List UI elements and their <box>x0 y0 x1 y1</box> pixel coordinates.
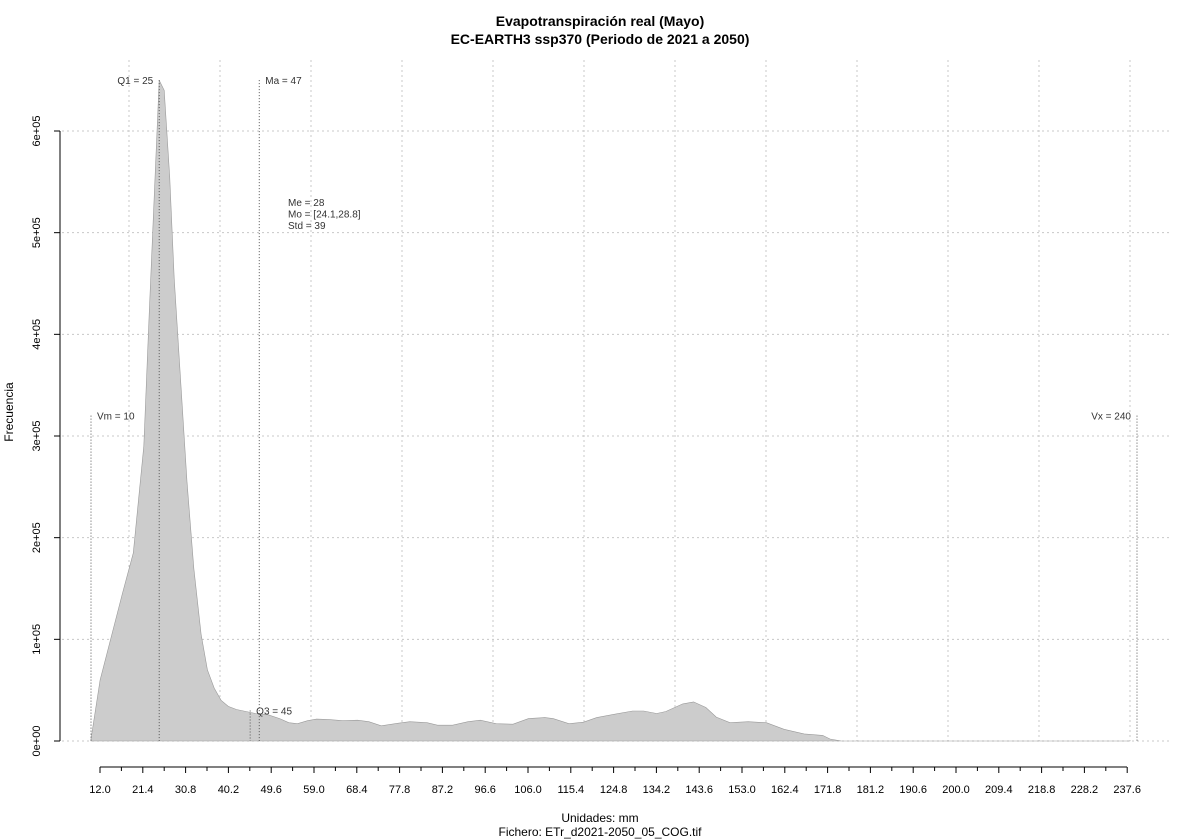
x-tick-label: 218.8 <box>1028 784 1056 796</box>
y-tick-label: 5e+05 <box>31 217 43 248</box>
reference-lines <box>90 80 1138 741</box>
file-label: Fichero: ETr_d2021-2050_05_COG.tif <box>498 825 702 839</box>
x-tick-label: 106.0 <box>514 784 542 796</box>
x-tick-label: 171.8 <box>814 784 842 796</box>
x-tick-label: 162.4 <box>771 784 799 796</box>
x-tick-label: 49.6 <box>260 784 281 796</box>
y-tick-label: 4e+05 <box>31 319 43 350</box>
x-tick-label: 12.0 <box>89 784 110 796</box>
chart-title: Evapotranspiración real (Mayo) <box>495 13 705 29</box>
x-tick-label: 181.2 <box>857 784 885 796</box>
x-tick-label: 40.2 <box>218 784 239 796</box>
reference-line-label: Vx = 240 <box>1091 412 1131 423</box>
x-tick-label: 209.4 <box>985 784 1013 796</box>
x-axis-label: Unidades: mm <box>561 811 639 825</box>
stat-label: Mo = [24.1,28.8] <box>288 210 361 221</box>
x-tick-label: 59.0 <box>303 784 324 796</box>
stat-label: Me = 28 <box>288 198 325 209</box>
annotations: Vm = 10 Q1 = 25 Q3 = 45 Ma = 47 Vx = 240 Me =… <box>97 76 1131 717</box>
x-tick-label: 96.6 <box>474 784 495 796</box>
x-tick-label: 77.8 <box>389 784 410 796</box>
x-tick-label: 153.0 <box>728 784 756 796</box>
reference-line-label: Q3 = 45 <box>256 707 292 718</box>
reference-line-label: Vm = 10 <box>97 412 135 423</box>
x-tick-label: 190.6 <box>899 784 927 796</box>
y-tick-label: 6e+05 <box>31 116 43 147</box>
grid <box>62 60 1170 742</box>
y-tick-label: 3e+05 <box>31 421 43 452</box>
x-tick-label: 200.0 <box>942 784 970 796</box>
density-area <box>90 80 1131 742</box>
x-tick-label: 237.6 <box>1113 784 1141 796</box>
x-tick-label: 228.2 <box>1071 784 1099 796</box>
y-tick-label: 1e+05 <box>31 624 43 655</box>
x-tick-label: 115.4 <box>557 784 584 796</box>
reference-line-label: Q1 = 25 <box>117 76 153 87</box>
x-tick-label: 134.2 <box>643 784 671 796</box>
x-tick-label: 30.8 <box>175 784 196 796</box>
y-tick-label: 2e+05 <box>31 522 43 553</box>
x-tick-label: 143.6 <box>685 784 713 796</box>
x-tick-label: 21.4 <box>132 784 153 796</box>
chart-subtitle: EC-EARTH3 ssp370 (Periodo de 2021 a 2050… <box>450 31 750 47</box>
x-tick-label: 87.2 <box>432 784 453 796</box>
reference-line-label: Ma = 47 <box>265 76 302 87</box>
stat-label: Std = 39 <box>288 221 326 232</box>
x-tick-label: 68.4 <box>346 784 367 796</box>
y-tick-label: 0e+00 <box>31 726 43 757</box>
density-area-path <box>90 80 1131 742</box>
axes: 0e+00 1e+05 2e+05 3e+05 4e+05 5e+05 6e+05 12.0 2… <box>31 116 1141 796</box>
x-tick-label: 124.8 <box>600 784 628 796</box>
